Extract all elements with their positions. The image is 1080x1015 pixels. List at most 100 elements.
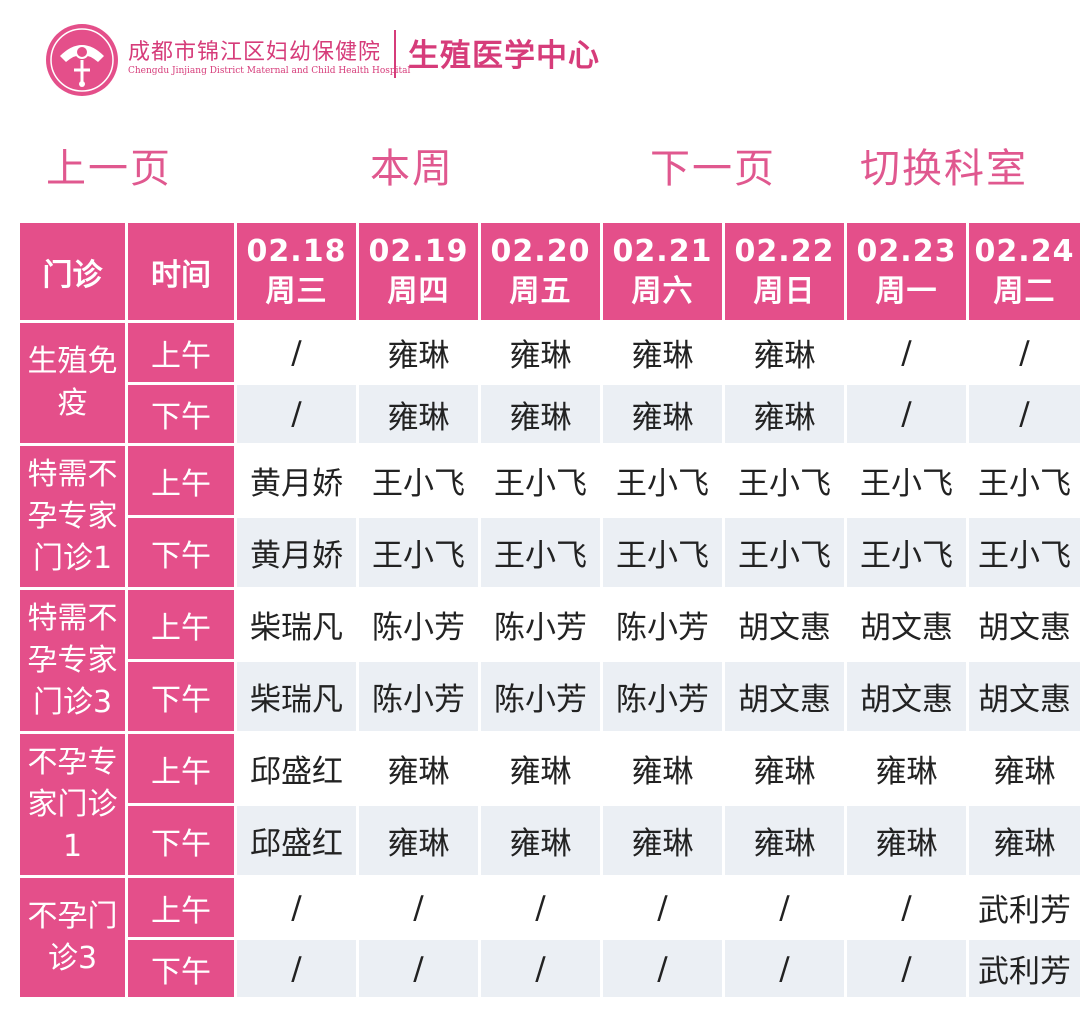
doctor-cell[interactable]: 王小飞	[600, 515, 725, 590]
header-weekday: 周三	[265, 273, 328, 309]
doctor-cell[interactable]: /	[356, 875, 481, 940]
column-header-date: 02.24 周二	[966, 220, 1080, 323]
doctor-cell[interactable]: /	[356, 937, 481, 1000]
this-week-button[interactable]: 本周	[370, 146, 454, 192]
table-row: 生殖免疫 上午 / 雍琳 雍琳 雍琳 雍琳 / /	[17, 320, 1080, 446]
column-header-date: 02.22 周日	[722, 220, 847, 323]
table-row: 特需不孕专家门诊1 上午 黄月娇 王小飞 王小飞 王小飞 王小飞 王小飞 王小飞	[17, 443, 1080, 590]
table-row: 特需不孕专家门诊3 上午 柴瑞凡 陈小芳 陈小芳 陈小芳 胡文惠 胡文惠 胡文惠	[17, 587, 1080, 734]
doctor-cell[interactable]: 雍琳	[844, 803, 969, 878]
table-row: 下午 黄月娇 王小飞 王小飞 王小飞 王小飞 王小飞 王小飞	[19, 515, 1080, 590]
doctor-cell[interactable]: 王小飞	[356, 515, 481, 590]
header-date: 02.19	[368, 233, 469, 269]
doctor-cell[interactable]: 雍琳	[356, 320, 481, 385]
doctor-cell[interactable]: /	[234, 937, 359, 1000]
schedule-table: 门诊 时间 02.18 周三 02.19 周四 02.20 周五 02.21 周六 02…	[17, 220, 1080, 1000]
column-header-date: 02.20 周五	[478, 220, 603, 323]
doctor-cell[interactable]: 胡文惠	[844, 587, 969, 662]
time-slot-am: 上午	[125, 731, 237, 806]
doctor-cell[interactable]: 陈小芳	[356, 659, 481, 734]
doctor-cell[interactable]: 雍琳	[600, 382, 725, 446]
next-page-button[interactable]: 下一页	[650, 146, 776, 192]
doctor-cell[interactable]: /	[966, 382, 1080, 446]
doctor-cell[interactable]: 雍琳	[478, 382, 603, 446]
doctor-cell[interactable]: 陈小芳	[478, 587, 603, 662]
table-row: 下午 / 雍琳 雍琳 雍琳 雍琳 / /	[19, 382, 1080, 446]
doctor-cell[interactable]: 雍琳	[722, 382, 847, 446]
doctor-cell[interactable]: 胡文惠	[722, 587, 847, 662]
doctor-cell[interactable]: 王小飞	[356, 443, 481, 518]
doctor-cell[interactable]: 胡文惠	[844, 659, 969, 734]
header-weekday: 周六	[631, 273, 694, 309]
doctor-cell[interactable]: 雍琳	[722, 803, 847, 878]
table-header-row: 门诊 时间 02.18 周三 02.19 周四 02.20 周五 02.21 周六 02…	[17, 220, 1080, 323]
doctor-cell[interactable]: 黄月娇	[234, 443, 359, 518]
doctor-cell[interactable]: 胡文惠	[966, 659, 1080, 734]
doctor-cell[interactable]: /	[722, 937, 847, 1000]
doctor-cell[interactable]: 陈小芳	[356, 587, 481, 662]
doctor-cell[interactable]: 邱盛红	[234, 803, 359, 878]
doctor-cell[interactable]: 王小飞	[722, 515, 847, 590]
doctor-cell[interactable]: 王小飞	[600, 443, 725, 518]
hospital-name: 成都市锦江区妇幼保健院	[128, 40, 382, 65]
time-slot-pm: 下午	[125, 803, 237, 878]
doctor-cell[interactable]: 雍琳	[478, 803, 603, 878]
doctor-cell[interactable]: 雍琳	[356, 731, 481, 806]
doctor-cell[interactable]: 王小飞	[478, 443, 603, 518]
doctor-cell[interactable]: 雍琳	[356, 382, 481, 446]
doctor-cell[interactable]: 雍琳	[844, 731, 969, 806]
doctor-cell[interactable]: /	[478, 937, 603, 1000]
doctor-cell[interactable]: /	[722, 875, 847, 940]
doctor-cell[interactable]: /	[234, 382, 359, 446]
doctor-cell[interactable]: 王小飞	[844, 443, 969, 518]
doctor-cell[interactable]: 王小飞	[478, 515, 603, 590]
prev-page-button[interactable]: 上一页	[46, 146, 172, 192]
doctor-cell[interactable]: 王小飞	[722, 443, 847, 518]
doctor-cell[interactable]: /	[844, 937, 969, 1000]
doctor-cell[interactable]: 雍琳	[600, 731, 725, 806]
doctor-cell[interactable]: /	[966, 320, 1080, 385]
doctor-cell[interactable]: 柴瑞凡	[234, 587, 359, 662]
doctor-cell[interactable]: /	[234, 875, 359, 940]
doctor-cell[interactable]: 雍琳	[722, 731, 847, 806]
doctor-cell[interactable]: 王小飞	[966, 515, 1080, 590]
column-header-date: 02.19 周四	[356, 220, 481, 323]
doctor-cell[interactable]: 陈小芳	[600, 659, 725, 734]
doctor-cell[interactable]: 雍琳	[600, 803, 725, 878]
header-date: 02.18	[246, 233, 347, 269]
time-slot-pm: 下午	[125, 937, 237, 1000]
doctor-cell[interactable]: /	[234, 320, 359, 385]
doctor-cell[interactable]: /	[844, 320, 969, 385]
column-header-dept: 门诊	[17, 220, 128, 323]
doctor-cell[interactable]: 雍琳	[478, 731, 603, 806]
header-weekday: 周日	[753, 273, 816, 309]
doctor-cell[interactable]: 武利芳	[966, 937, 1080, 1000]
doctor-cell[interactable]: 雍琳	[478, 320, 603, 385]
doctor-cell[interactable]: 雍琳	[722, 320, 847, 385]
doctor-cell[interactable]: /	[844, 875, 969, 940]
column-header-date: 02.21 周六	[600, 220, 725, 323]
time-slot-pm: 下午	[125, 515, 237, 590]
doctor-cell[interactable]: 邱盛红	[234, 731, 359, 806]
doctor-cell[interactable]: /	[844, 382, 969, 446]
doctor-cell[interactable]: 胡文惠	[722, 659, 847, 734]
doctor-cell[interactable]: 雍琳	[600, 320, 725, 385]
doctor-cell[interactable]: 雍琳	[356, 803, 481, 878]
header-date: 02.20	[490, 233, 591, 269]
table-row: 不孕专家门诊1 上午 邱盛红 雍琳 雍琳 雍琳 雍琳 雍琳 雍琳	[17, 731, 1080, 878]
doctor-cell[interactable]: /	[600, 875, 725, 940]
doctor-cell[interactable]: 陈小芳	[600, 587, 725, 662]
header-date: 02.23	[856, 233, 957, 269]
doctor-cell[interactable]: 雍琳	[966, 731, 1080, 806]
doctor-cell[interactable]: 黄月娇	[234, 515, 359, 590]
switch-department-button[interactable]: 切换科室	[860, 146, 1028, 192]
doctor-cell[interactable]: 陈小芳	[478, 659, 603, 734]
doctor-cell[interactable]: 柴瑞凡	[234, 659, 359, 734]
doctor-cell[interactable]: /	[478, 875, 603, 940]
doctor-cell[interactable]: /	[600, 937, 725, 1000]
doctor-cell[interactable]: 武利芳	[966, 875, 1080, 940]
doctor-cell[interactable]: 王小飞	[844, 515, 969, 590]
doctor-cell[interactable]: 王小飞	[966, 443, 1080, 518]
doctor-cell[interactable]: 胡文惠	[966, 587, 1080, 662]
doctor-cell[interactable]: 雍琳	[966, 803, 1080, 878]
